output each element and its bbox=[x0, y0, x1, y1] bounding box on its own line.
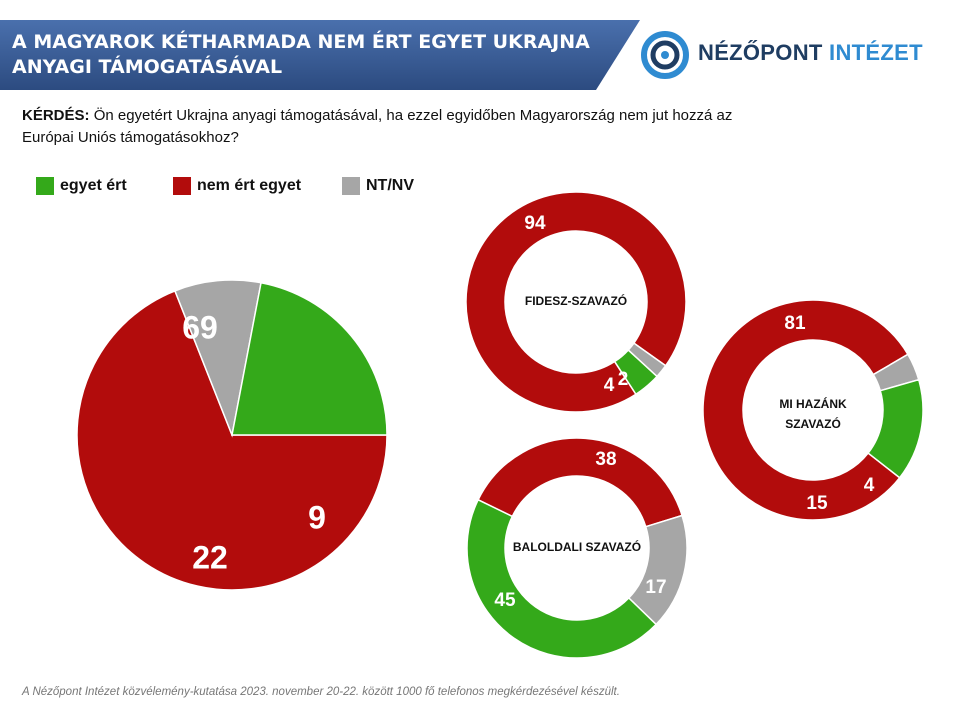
donut-title-line1: MI HAZÁNK bbox=[779, 396, 847, 411]
data-label-nt-nv: 9 bbox=[308, 499, 326, 535]
page-title: A MAGYAROK KÉTHARMADA NEM ÉRT EGYET UKRA… bbox=[12, 30, 612, 80]
data-label-nem-ert-egyet: 81 bbox=[784, 313, 806, 334]
nezopont-logo-icon bbox=[641, 31, 689, 79]
footnote: A Nézőpont Intézet közvélemény-kutatása … bbox=[22, 686, 620, 698]
slice-egyet-ert bbox=[231, 281, 388, 436]
donut-chart-fidesz-szavazo: 94 24 FIDESZ-SZAVAZÓ bbox=[465, 191, 687, 413]
legend-label-dontknow: NT/NV bbox=[366, 177, 414, 194]
slice-egyet-ert bbox=[613, 348, 659, 396]
legend-item-disagree: nem ért egyet bbox=[173, 174, 301, 198]
legend-label-agree: egyet ért bbox=[60, 177, 127, 194]
slice-nt-nv bbox=[173, 279, 262, 438]
legend-label-disagree: nem ért egyet bbox=[197, 177, 302, 194]
legend-item-dontknow: NT/NV bbox=[342, 174, 414, 198]
slice-nem-ert-egyet bbox=[477, 437, 684, 528]
data-label-egyet-ert: 4 bbox=[604, 375, 615, 396]
donut-title: BALOLDALI SZAVAZÓ bbox=[513, 539, 641, 554]
legend-item-agree: egyet ért bbox=[36, 174, 127, 198]
data-label-egyet-ert: 45 bbox=[494, 590, 516, 611]
question-label: KÉRDÉS: bbox=[22, 107, 90, 124]
slice-nem-ert-egyet bbox=[465, 191, 687, 413]
legend-swatch-disagree bbox=[173, 177, 191, 195]
question-body: Ön egyetért Ukrajna anyagi támogatásával… bbox=[22, 107, 733, 146]
slice-nem-ert-egyet bbox=[702, 299, 909, 521]
donut-chart-mi-hazank-szavazo: 81 4 15 MI HAZÁNK SZAVAZÓ bbox=[702, 299, 924, 521]
data-label-egyet-ert: 15 bbox=[806, 493, 828, 514]
data-label-nem-ert-egyet: 69 bbox=[182, 309, 218, 345]
data-label-nem-ert-egyet: 38 bbox=[595, 449, 616, 470]
data-label-nt-nv: 17 bbox=[645, 577, 666, 598]
slice-egyet-ert bbox=[466, 498, 658, 659]
legend-swatch-dontknow bbox=[342, 177, 360, 195]
question-text: KÉRDÉS: Ön egyetért Ukrajna anyagi támog… bbox=[22, 105, 782, 149]
logo-word-intezet: INTÉZET bbox=[829, 40, 923, 65]
page-title-line1: A MAGYAROK KÉTHARMADA NEM ÉRT EGYET UKRA… bbox=[12, 31, 590, 53]
legend-swatch-agree bbox=[36, 177, 54, 195]
logo-word-nezopont: NÉZŐPONT bbox=[698, 40, 823, 65]
slice-egyet-ert bbox=[867, 378, 924, 479]
data-label-nem-ert-egyet: 94 bbox=[524, 213, 546, 234]
data-label-nt-nv: 2 bbox=[618, 369, 629, 390]
data-label-egyet-ert: 22 bbox=[192, 539, 228, 575]
title-banner bbox=[0, 20, 640, 90]
page-title-line2: ANYAGI TÁMOGATÁSÁVAL bbox=[12, 56, 283, 78]
donut-title: FIDESZ-SZAVAZÓ bbox=[525, 293, 627, 308]
donut-title-line2: SZAVAZÓ bbox=[785, 416, 841, 431]
slice-nem-ert-egyet bbox=[76, 289, 388, 591]
donut-chart-baloldali-szavazo: 38 17 45 BALOLDALI SZAVAZÓ bbox=[466, 437, 688, 659]
logo bbox=[641, 31, 689, 79]
data-label-nt-nv: 4 bbox=[864, 475, 875, 496]
logo-text: NÉZŐPONT INTÉZET bbox=[698, 40, 923, 66]
pie-chart-total: 69 9 22 bbox=[76, 279, 388, 591]
